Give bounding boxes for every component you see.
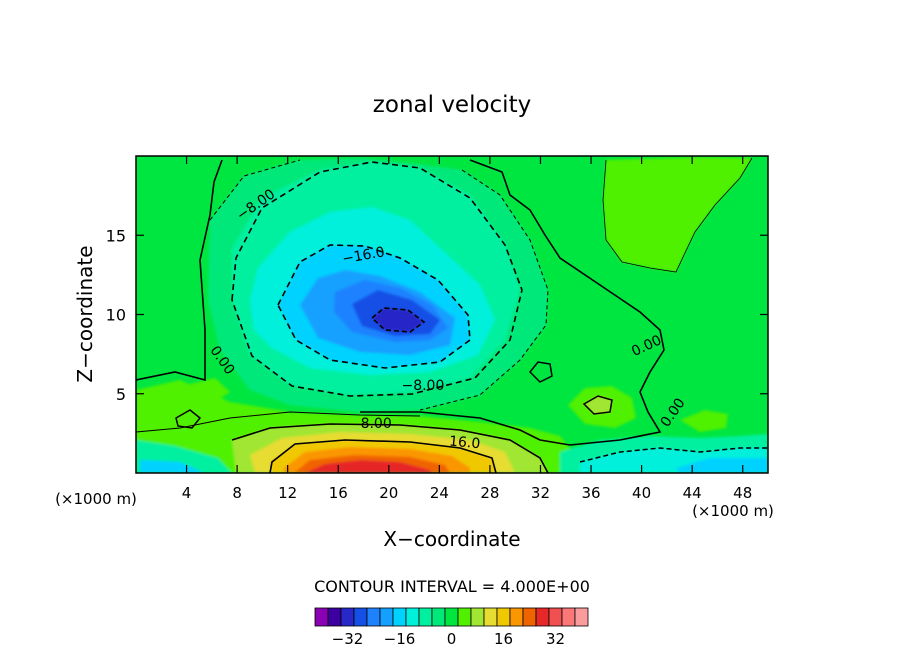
contour-line-neg32-dashed	[370, 307, 426, 333]
x-tick-label: 32	[531, 484, 550, 502]
contour-line-pos4	[136, 411, 421, 433]
contour-line-pos8	[231, 423, 549, 473]
x-tick-label: 44	[683, 484, 702, 502]
colorbar-tick-label: 32	[546, 630, 565, 648]
contour-line-pos16	[269, 439, 497, 473]
colorbar-tick-label: −32	[332, 630, 364, 648]
x-tick-label: 48	[733, 484, 752, 502]
colorbar-swatch	[379, 607, 394, 627]
contour-fill-blob-left	[190, 378, 230, 402]
contour-label: −8.00	[401, 378, 444, 394]
colorbar-swatch	[548, 607, 563, 627]
contour-line-blob-36	[582, 395, 613, 415]
colorbar-swatch	[470, 607, 485, 627]
x-tick-label: 4	[182, 484, 192, 502]
x-unit-label-right: (×1000 m)	[692, 502, 774, 520]
x-tick-label: 40	[632, 484, 651, 502]
colorbar-swatch	[327, 607, 342, 627]
colorbar-swatch	[535, 607, 550, 627]
colorbar	[314, 607, 589, 627]
colorbar-tick-label: 0	[447, 630, 457, 648]
colorbar-swatch	[405, 607, 420, 627]
contour-fill-neg32	[372, 308, 424, 332]
y-axis: 5 10 15	[106, 226, 768, 404]
colorbar-swatch	[522, 607, 537, 627]
x-tick-label: 8	[232, 484, 242, 502]
contour-interval-text: CONTOUR INTERVAL = 4.000E+00	[314, 577, 590, 596]
colorbar-tick-label: 16	[494, 630, 513, 648]
x-axis: 4 8 12 16 20 24 28 32 36 40 44 48	[182, 156, 752, 502]
x-tick-label: 16	[329, 484, 348, 502]
x-tick-label: 36	[581, 484, 600, 502]
colorbar-swatch	[444, 607, 459, 627]
colorbar-swatch	[496, 607, 511, 627]
x-tick-label: 12	[278, 484, 297, 502]
contour-label: 8.00	[361, 416, 392, 432]
x-tick-label: 20	[379, 484, 398, 502]
contour-line-small-2	[175, 409, 202, 429]
y-axis-label: Z−coordinate	[73, 245, 97, 382]
contour-label: 16.0	[448, 434, 480, 453]
colorbar-swatch	[574, 607, 589, 627]
contour-fill-positive-right	[603, 157, 752, 272]
contour-fill-neg-bottom-left-core	[140, 460, 205, 473]
colorbar-swatch	[483, 607, 498, 627]
contour-line-neg16-dashed	[277, 244, 471, 369]
colorbar-swatch	[392, 607, 407, 627]
colorbar-swatch	[561, 607, 576, 627]
contour-fill-neg-bottom-right-core	[676, 458, 768, 473]
x-tick-label: 24	[430, 484, 449, 502]
colorbar-swatch	[340, 607, 355, 627]
contour-fill-pos28	[305, 460, 432, 473]
chart-title: zonal velocity	[373, 92, 531, 118]
contour-line-small-1	[528, 361, 553, 383]
colorbar-tick-labels: −32 −16 0 16 32	[332, 630, 565, 648]
colorbar-swatch	[418, 607, 433, 627]
y-tick-label: 5	[116, 385, 126, 404]
x-tick-label: 28	[480, 484, 499, 502]
colorbar-swatch	[353, 607, 368, 627]
colorbar-swatch	[366, 607, 381, 627]
colorbar-swatch	[314, 607, 329, 627]
x-axis-label: X−coordinate	[383, 527, 520, 551]
colorbar-swatch	[431, 607, 446, 627]
contour-line-upper-right	[602, 157, 753, 273]
contour-line-neg4-dashed	[209, 159, 549, 411]
contour-fill-blob-45	[680, 410, 728, 432]
contour-lines	[136, 157, 768, 473]
filled-contours	[136, 157, 768, 473]
y-tick-label: 15	[106, 226, 126, 245]
contour-line-bottom-right-dashed	[579, 447, 768, 463]
x-unit-label: (×1000 m)	[55, 490, 137, 508]
y-tick-label: 10	[106, 306, 126, 325]
colorbar-swatch	[457, 607, 472, 627]
contour-line-neg8-dashed	[231, 161, 523, 397]
colorbar-swatch	[509, 607, 524, 627]
contour-line-zero-main	[136, 159, 223, 382]
contour-line-zero-right	[360, 159, 665, 446]
colorbar-tick-label: −16	[384, 630, 416, 648]
contour-label: −16.0	[341, 244, 386, 267]
